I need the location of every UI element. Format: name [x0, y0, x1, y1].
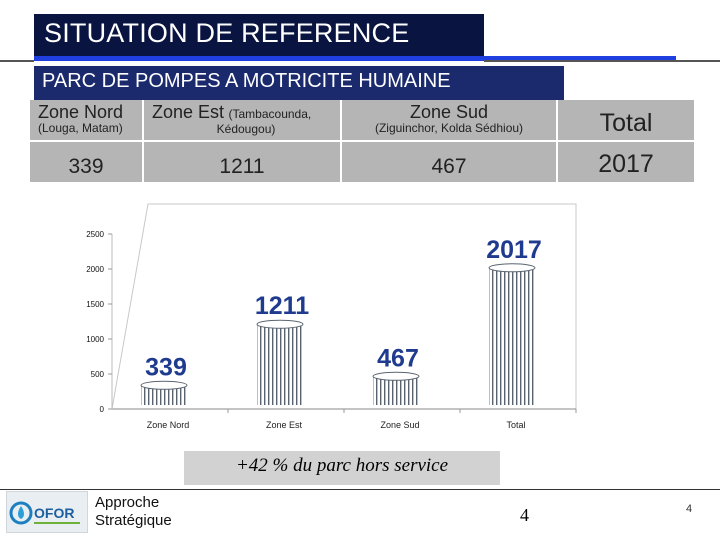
footer-line-1: Approche — [95, 494, 160, 511]
ofor-logo: OFOR — [6, 491, 88, 533]
header-zone-nord: Zone Nord (Louga, Matam) — [30, 100, 144, 142]
bar-top — [372, 371, 420, 381]
value-zone-nord: 339 — [30, 142, 144, 182]
category-label: Total — [506, 420, 525, 430]
bar-top — [488, 263, 536, 273]
value-zone-sud: 467 — [342, 142, 558, 182]
y-tick-label: 500 — [91, 370, 105, 379]
header-total: Total — [558, 100, 694, 142]
bar — [141, 385, 187, 405]
zone-nord-detail: (Louga, Matam) — [38, 120, 123, 135]
divider-left — [0, 60, 34, 62]
zone-est-detail-inline: (Tambacounda, — [228, 107, 312, 121]
data-label: 467 — [377, 344, 419, 372]
bar — [489, 267, 535, 405]
zone-sud-detail: (Ziguinchor, Kolda Sédhiou) — [374, 120, 524, 135]
y-tick-label: 0 — [100, 405, 105, 414]
category-label: Zone Est — [266, 420, 303, 430]
bar-top — [256, 319, 304, 329]
zone-est-name: Zone Est — [152, 102, 225, 122]
category-label: Zone Nord — [147, 420, 190, 430]
footer-divider — [0, 489, 720, 490]
footer-caption: Approche Stratégique — [95, 494, 172, 530]
section-subtitle: PARC DE POMPES A MOTRICITE HUMAINE — [34, 66, 564, 100]
zone-nord-name: Zone Nord — [38, 102, 124, 122]
value-total: 2017 — [598, 150, 654, 178]
accent-bar — [34, 56, 676, 61]
page-title: SITUATION DE REFERENCE — [34, 14, 484, 56]
footer-line-2: Stratégique — [95, 512, 172, 529]
note-out-of-service: +42 % du parc hors service — [184, 451, 500, 485]
bar — [257, 324, 303, 405]
header-zone-sud: Zone Sud (Ziguinchor, Kolda Sédhiou) — [342, 100, 558, 142]
slide-number-center: 4 — [520, 505, 529, 525]
category-label: Zone Sud — [380, 420, 419, 430]
bar-chart: 0 500 1000 1500 2000 2500 Zone Nord 339 Zone Est… — [86, 203, 577, 430]
header-zone-est: Zone Est (Tambacounda, Kédougou) — [144, 100, 342, 142]
bar-top — [140, 380, 188, 390]
y-tick-label: 2000 — [86, 265, 104, 274]
y-tick-label: 2500 — [86, 230, 104, 239]
divider-right — [484, 60, 720, 62]
y-tick-label: 1000 — [86, 335, 104, 344]
slide-number: 4 — [686, 503, 693, 515]
zone-table: Zone Nord (Louga, Matam) Zone Est (Tamba… — [30, 100, 694, 182]
logo-wordmark: OFOR — [34, 505, 74, 521]
value-zone-est: 1211 — [144, 142, 342, 182]
data-label: 2017 — [486, 236, 542, 264]
data-label: 1211 — [255, 292, 309, 320]
y-tick-label: 1500 — [86, 300, 104, 309]
data-label: 339 — [145, 353, 187, 381]
bar — [373, 376, 419, 405]
zone-sud-name: Zone Sud — [409, 102, 489, 122]
zone-est-detail: Kédougou) — [216, 121, 276, 136]
